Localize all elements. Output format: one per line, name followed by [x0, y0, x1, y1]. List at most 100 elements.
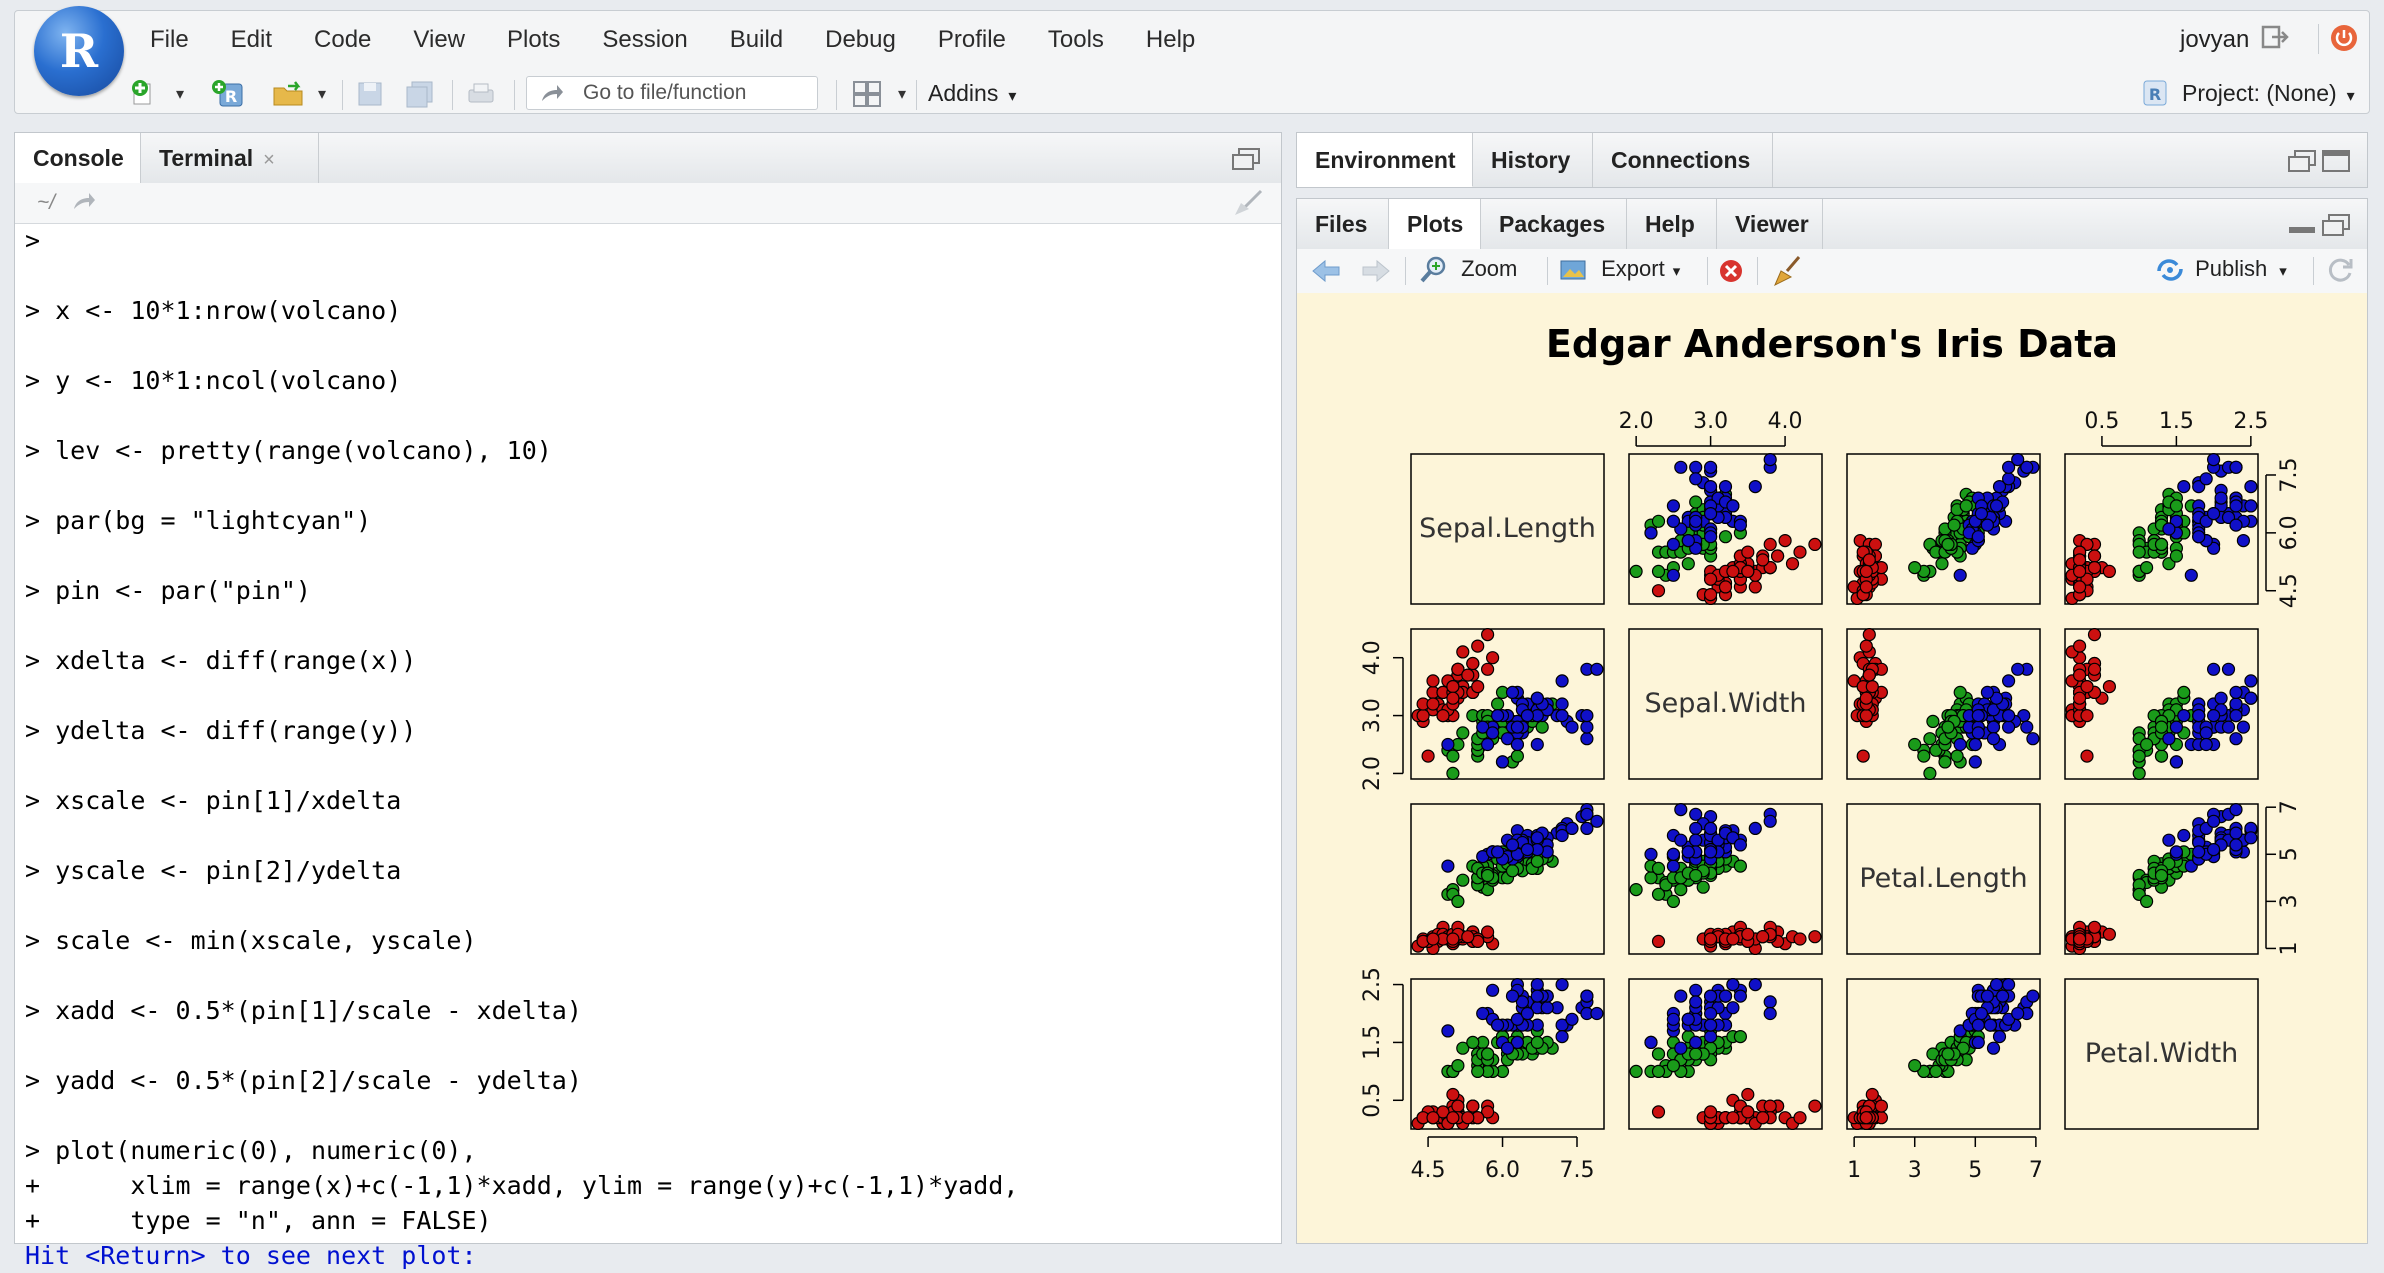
tab-terminal-label: Terminal [159, 145, 254, 171]
back-arrow-icon[interactable] [1311, 257, 1343, 290]
open-file-icon[interactable] [272, 78, 308, 108]
menu-tools[interactable]: Tools [1047, 26, 1104, 53]
chevron-down-icon[interactable]: ▾ [898, 86, 907, 103]
data-point-setosa [1793, 1111, 1807, 1125]
console-output[interactable]: > > x <- 10*1:nrow(volcano) > y <- 10*1:nc… [25, 223, 1018, 1273]
panel-frame [2064, 978, 2259, 1130]
menu-help[interactable]: Help [1145, 26, 1196, 53]
console-line: > xscale <- pin[1]/xdelta [25, 786, 402, 815]
close-icon[interactable]: × [263, 149, 275, 171]
tab-terminal[interactable]: Terminal × [141, 133, 319, 183]
data-point-virginica [1704, 1018, 1718, 1032]
tab-console[interactable]: Console [15, 133, 141, 184]
clear-console-icon[interactable] [1231, 189, 1265, 222]
refresh-icon[interactable] [2325, 255, 2355, 290]
data-point-virginica [1555, 674, 1569, 688]
tab-environment[interactable]: Environment [1297, 133, 1473, 187]
tab-history[interactable]: History [1473, 133, 1593, 187]
data-point-versicolor [1908, 1058, 1922, 1073]
data-point-virginica [2229, 826, 2243, 840]
chevron-down-icon[interactable]: ▾ [176, 86, 185, 103]
data-point-virginica [2206, 507, 2221, 521]
new-file-icon[interactable] [130, 78, 160, 108]
save-all-icon[interactable] [404, 80, 436, 108]
grid-layout-icon[interactable] [852, 80, 882, 108]
maximize-pane-icon[interactable] [2321, 149, 2351, 173]
tab-connections[interactable]: Connections [1593, 133, 1773, 187]
project-menu[interactable]: Project: (None) ▾ [2182, 80, 2355, 107]
data-point-virginica [1726, 977, 1740, 992]
addins-menu[interactable]: Addins ▾ [928, 80, 1016, 107]
power-icon[interactable] [2330, 24, 2358, 52]
data-point-versicolor [1456, 873, 1470, 887]
zoom-button[interactable]: Zoom [1419, 255, 1517, 285]
data-point-versicolor [2139, 561, 2154, 575]
data-point-virginica [1555, 977, 1569, 992]
restore-pane-icon[interactable] [2287, 149, 2317, 173]
plot-area[interactable]: Edgar Anderson's Iris Data Sepal.Length Se… [1297, 293, 2367, 1243]
sign-out-icon[interactable] [2260, 22, 2290, 52]
tab-help[interactable]: Help [1627, 199, 1717, 249]
data-point-virginica [2177, 709, 2191, 723]
menu-session[interactable]: Session [602, 26, 688, 53]
data-point-versicolor [1481, 868, 1495, 883]
data-point-setosa [1859, 691, 1873, 705]
data-point-setosa [2072, 691, 2087, 705]
data-point-versicolor [1923, 766, 1937, 780]
chevron-down-icon[interactable]: ▾ [318, 86, 327, 103]
data-point-virginica [1590, 1006, 1604, 1021]
data-point-virginica [1565, 821, 1579, 836]
restore-pane-icon[interactable] [2321, 213, 2351, 237]
menu-edit[interactable]: Edit [230, 26, 273, 53]
maximize-pane-icon[interactable] [1231, 147, 1261, 171]
data-point-setosa [1461, 930, 1475, 944]
data-point-virginica [1481, 737, 1495, 752]
data-point-setosa [1859, 709, 1873, 723]
data-point-virginica [1565, 1012, 1579, 1026]
data-point-versicolor [1666, 1058, 1680, 1073]
menu-debug[interactable]: Debug [825, 26, 896, 53]
data-point-virginica [1510, 1012, 1524, 1026]
save-icon[interactable] [356, 80, 384, 108]
panel-frame [2064, 453, 2259, 605]
tab-plots[interactable]: Plots [1389, 199, 1481, 250]
data-point-versicolor [1908, 561, 1922, 575]
data-point-setosa [1778, 534, 1792, 548]
menu-build[interactable]: Build [729, 26, 784, 53]
data-point-setosa [2080, 680, 2094, 694]
menu-file[interactable]: File [150, 26, 189, 53]
clear-plots-icon[interactable] [1771, 255, 1803, 292]
tab-viewer[interactable]: Viewer [1717, 199, 1823, 249]
tab-files[interactable]: Files [1297, 199, 1389, 249]
remove-plot-icon[interactable] [1717, 257, 1745, 290]
data-point-virginica [1748, 821, 1762, 836]
menu-code[interactable]: Code [314, 26, 372, 53]
print-icon[interactable] [466, 80, 496, 108]
forward-arrow-icon[interactable] [1359, 257, 1391, 290]
console-blank-line [25, 608, 1018, 643]
y-tick-label: 4.0 [1360, 640, 1385, 675]
menu-view[interactable]: View [413, 26, 465, 53]
minimize-pane-icon[interactable] [2287, 213, 2317, 237]
working-directory[interactable]: ~/ [37, 191, 56, 214]
toolbar-separator [452, 80, 453, 110]
data-point-setosa [1481, 1105, 1495, 1119]
data-point-setosa [1741, 545, 1755, 559]
data-point-virginica [1689, 995, 1703, 1009]
tab-packages[interactable]: Packages [1481, 199, 1627, 249]
x-tick-label: 7.5 [1559, 1158, 1594, 1183]
data-point-virginica [2169, 720, 2184, 734]
console-prompt[interactable]: Hit <Return> to see next plot: [25, 1241, 477, 1270]
go-to-file-input[interactable]: Go to file/function [526, 76, 818, 110]
menu-profile[interactable]: Profile [937, 26, 1006, 53]
data-point-versicolor [1938, 755, 1952, 769]
data-point-virginica [2026, 989, 2040, 1003]
project-icon[interactable]: R [2140, 78, 2170, 108]
publish-button[interactable]: Publish ▾ [2155, 255, 2287, 285]
data-point-setosa [1763, 537, 1777, 551]
go-to-directory-icon[interactable] [71, 189, 97, 218]
data-point-virginica [1476, 1006, 1490, 1021]
export-button[interactable]: Export ▾ [1559, 255, 1680, 285]
menu-plots[interactable]: Plots [507, 26, 561, 53]
new-project-icon[interactable]: R [210, 78, 246, 108]
